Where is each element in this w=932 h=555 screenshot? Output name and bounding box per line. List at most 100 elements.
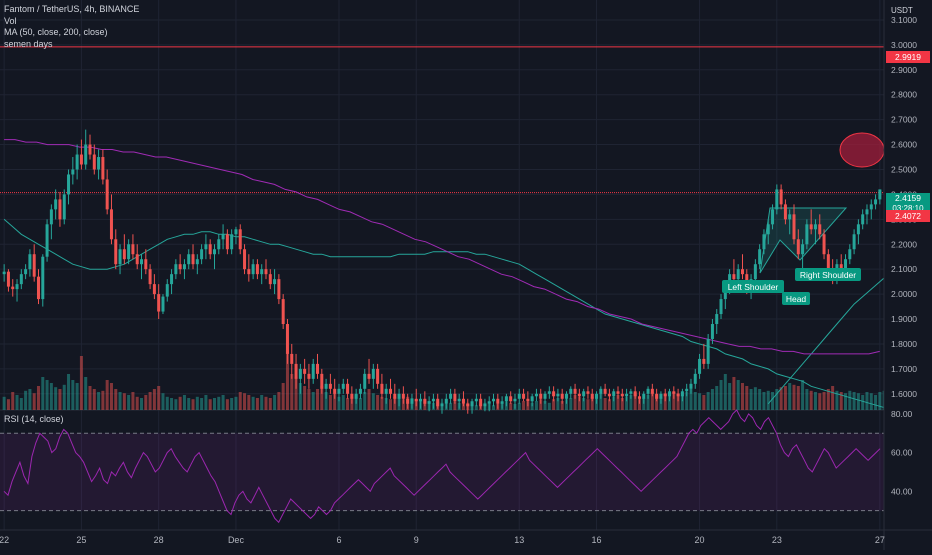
candle-body xyxy=(543,393,547,399)
time-axis[interactable]: 222528Dec6913162023272022 xyxy=(0,529,932,545)
candle-body xyxy=(637,396,641,399)
candle-body xyxy=(311,363,315,379)
volume-bar xyxy=(835,390,839,410)
volume-bar xyxy=(745,386,749,410)
candle-body xyxy=(779,189,783,205)
candle-body xyxy=(625,393,629,397)
candle-body xyxy=(629,391,633,394)
volume-bar xyxy=(552,399,556,410)
candle-body xyxy=(732,274,736,280)
candle-body xyxy=(809,224,813,230)
price-tick-label: 2.8000 xyxy=(891,90,917,100)
volume-bar xyxy=(268,398,272,410)
volume-indicator-label[interactable]: Vol xyxy=(4,15,17,26)
volume-bar xyxy=(848,390,852,410)
volume-bar xyxy=(680,395,684,410)
price-axis-bg xyxy=(884,0,932,550)
volume-bar xyxy=(607,399,611,410)
candle-body xyxy=(11,286,15,290)
volume-bar xyxy=(569,398,573,410)
symbol-title[interactable]: Fantom / TetherUS, 4h, BINANCE xyxy=(4,4,140,14)
pattern-labels: Left Shoulder Head Right Shoulder xyxy=(722,268,861,305)
candle-body xyxy=(453,393,457,402)
candlesticks xyxy=(2,129,882,414)
candle-body xyxy=(178,264,182,270)
candle-body xyxy=(685,388,689,392)
volume-bar xyxy=(15,395,19,410)
candle-body xyxy=(839,264,843,270)
volume-bar xyxy=(560,401,564,410)
candle-body xyxy=(49,209,53,225)
volume-bar xyxy=(28,389,32,410)
volume-bar xyxy=(380,396,384,410)
volume-bar xyxy=(685,392,689,410)
rsi-indicator-label[interactable]: RSI (14, close) xyxy=(4,414,64,424)
candle-body xyxy=(680,391,684,397)
candle-body xyxy=(586,391,590,394)
volume-bar xyxy=(298,383,302,410)
candle-body xyxy=(170,274,174,285)
candle-body xyxy=(427,401,431,404)
rsi-line xyxy=(3,409,881,524)
prev-price-tag xyxy=(886,210,930,222)
volume-bar xyxy=(79,356,83,410)
candle-body xyxy=(341,383,345,389)
volume-bar xyxy=(874,395,878,410)
candle-body xyxy=(24,269,28,275)
candle-body xyxy=(419,398,423,402)
volume-bar xyxy=(689,389,693,410)
volume-bar xyxy=(766,390,770,410)
candle-body xyxy=(75,154,79,170)
candle-body xyxy=(32,254,36,277)
candle-body xyxy=(105,179,109,210)
candle-body xyxy=(277,279,281,300)
candle-body xyxy=(805,224,809,245)
grid-lines xyxy=(0,0,884,530)
volume-bar xyxy=(736,380,740,410)
price-tick-label: 2.5000 xyxy=(891,164,917,174)
candle-body xyxy=(101,157,105,180)
candle-body xyxy=(320,373,324,389)
volume-bar xyxy=(706,392,710,410)
volume-bar xyxy=(54,387,58,410)
volume-bar xyxy=(144,395,148,410)
candle-body xyxy=(698,358,702,374)
candle-body xyxy=(444,398,448,404)
candle-body xyxy=(268,274,272,285)
volume-bar xyxy=(461,404,465,410)
volume-bar xyxy=(367,389,371,410)
volume-bar xyxy=(212,398,216,410)
candle-body xyxy=(844,259,848,270)
volume-bar xyxy=(715,386,719,410)
volume-bar xyxy=(693,392,697,410)
volume-bar xyxy=(324,392,328,410)
volume-bar xyxy=(530,402,534,410)
candle-body xyxy=(303,368,307,374)
candle-body xyxy=(775,189,779,210)
volume-bar xyxy=(247,395,251,410)
volume-bar xyxy=(105,380,109,410)
price-tick-label: 1.6000 xyxy=(891,389,917,399)
candle-body xyxy=(148,269,152,285)
ma-indicator-label[interactable]: MA (50, close, 200, close) xyxy=(4,27,108,37)
candle-body xyxy=(174,264,178,275)
candle-body xyxy=(869,204,873,210)
price-axis[interactable]: 1.6000 1.7000 1.8000 1.9000 2.0000 2.1000 2.20… xyxy=(883,0,932,550)
target-ellipse[interactable] xyxy=(839,132,885,168)
volume-bar xyxy=(230,398,234,410)
candle-body xyxy=(706,338,710,364)
candle-body xyxy=(187,254,191,265)
volume-bar xyxy=(152,389,156,410)
candle-body xyxy=(135,254,139,265)
volume-bar xyxy=(273,395,277,410)
note-indicator-label[interactable]: semen days xyxy=(4,38,53,49)
candle-body xyxy=(294,363,298,379)
candle-body xyxy=(333,388,337,394)
candle-body xyxy=(285,324,289,354)
candle-body xyxy=(144,259,148,270)
volume-bar xyxy=(861,395,865,410)
volume-bar xyxy=(762,392,766,410)
volume-bar xyxy=(97,392,101,410)
